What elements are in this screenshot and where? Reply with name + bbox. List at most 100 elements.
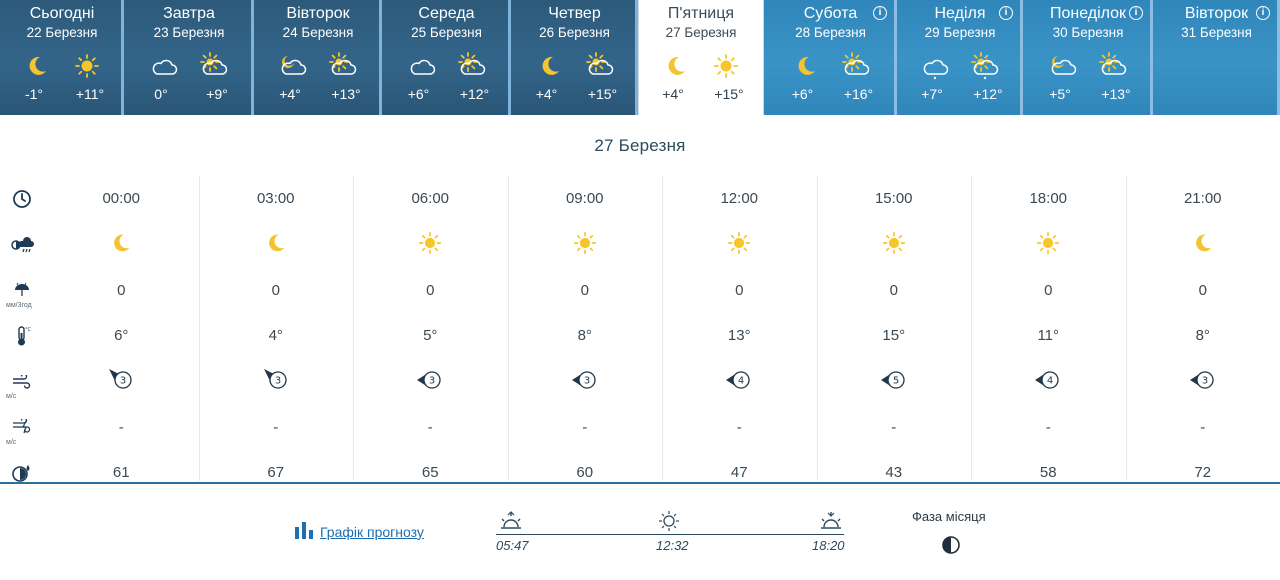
- hour-wind-cell: 3: [44, 359, 199, 405]
- day-tab-1[interactable]: Завтра 23 Березня 0° +9°: [124, 0, 254, 115]
- moon-icon: [23, 52, 51, 80]
- partly-cloudy-icon: [200, 52, 228, 80]
- day-tab-9[interactable]: Вівторок 31 Березня i: [1153, 0, 1280, 115]
- partly-cloudy-icon: [1099, 52, 1127, 80]
- svg-text:°C: °C: [25, 327, 31, 333]
- day-tab-5[interactable]: П'ятниця 27 Березня +4° +15°: [638, 0, 764, 115]
- min-temp: +4°: [535, 86, 558, 102]
- hour-temp-cell: 8°: [1195, 327, 1210, 345]
- day-tab-2[interactable]: Вівторок 24 Березня +4° +13°: [254, 0, 382, 115]
- hour-precip-cell: 0: [1198, 281, 1207, 299]
- hour-wind-cell: 5: [817, 359, 972, 405]
- hour-gust-cell: -: [273, 418, 279, 436]
- half-moon-icon: [941, 535, 961, 560]
- moon-icon: [536, 52, 564, 80]
- humidity-icon: [0, 450, 44, 496]
- hour-weather-cell: [508, 222, 663, 268]
- day-tab-0[interactable]: Сьогодні 22 Березня -1° +11°: [0, 0, 124, 115]
- min-temp: +6°: [791, 86, 814, 102]
- min-temp: +6°: [407, 86, 430, 102]
- hour-weather-cell: [353, 222, 508, 268]
- hour-gust-cell: -: [118, 418, 124, 436]
- precipitation-row: мм/3год 0 0 0 0 0 0 0 0: [0, 267, 1280, 313]
- hour-gust-cell: -: [1200, 418, 1206, 436]
- hour-precip-cell: 0: [271, 281, 280, 299]
- wind-direction-icon: 3: [416, 367, 444, 397]
- info-icon[interactable]: i: [873, 6, 887, 20]
- sun-icon: [881, 230, 907, 260]
- selected-day-title: 27 Березня: [594, 136, 686, 155]
- hour-humidity-cell: 60: [576, 464, 594, 482]
- hour-precip-cell: 0: [735, 281, 744, 299]
- partly-cloudy-night-icon: [1049, 52, 1077, 80]
- moon-icon: [263, 230, 289, 260]
- hour-gust-cell: -: [1045, 418, 1051, 436]
- hour-time-cell: 03:00: [256, 190, 295, 208]
- max-temp: +9°: [206, 86, 228, 102]
- hourly-forecast-table: 00:00 03:00 06:00 09:00 12:00 15:00 18:00 21:00…: [0, 176, 1280, 496]
- day-tab-date: 31 Березня: [1181, 25, 1252, 40]
- day-tab-7[interactable]: Неділя 29 Березня +7° +12° i: [897, 0, 1023, 115]
- hour-wind-cell: 3: [353, 359, 508, 405]
- min-temp: +7°: [921, 86, 943, 102]
- weather-row: [0, 222, 1280, 268]
- svg-text:4: 4: [738, 375, 744, 386]
- partly-cloudy-icon: [329, 52, 357, 80]
- hour-gust-cell: -: [736, 418, 742, 436]
- day-tab-8[interactable]: Понеділок 30 Березня +5° +13° i: [1023, 0, 1153, 115]
- column-divider: [971, 176, 972, 481]
- day-tab-date: 28 Березня: [795, 25, 866, 40]
- day-tab-4[interactable]: Четвер 26 Березня +4° +15°: [511, 0, 638, 115]
- daylight-line: [496, 534, 844, 535]
- hour-precip-cell: 0: [580, 281, 589, 299]
- hour-humidity-cell: 58: [1039, 464, 1057, 482]
- hour-humidity-cell: 47: [730, 464, 748, 482]
- hour-gust-cell: -: [582, 418, 588, 436]
- day-tab-name: Завтра: [163, 5, 215, 22]
- row-unit: мм/3год: [6, 302, 32, 310]
- hour-time-cell: 12:00: [720, 190, 759, 208]
- max-temp: +13°: [331, 86, 361, 102]
- hour-humidity-cell: 61: [112, 464, 130, 482]
- max-temp: +15°: [714, 86, 744, 102]
- max-temp: +16°: [843, 86, 874, 102]
- clock-icon: [0, 176, 44, 222]
- info-icon[interactable]: i: [999, 6, 1013, 20]
- forecast-graph-label: Графік прогнозу: [320, 523, 424, 540]
- hour-weather-cell: [199, 222, 354, 268]
- wind-direction-icon: 3: [262, 367, 290, 397]
- hour-time-cell: 00:00: [102, 190, 141, 208]
- day-tab-3[interactable]: Середа 25 Березня +6° +12°: [382, 0, 511, 115]
- hour-temp-cell: 5°: [423, 327, 438, 345]
- hour-time-cell: 15:00: [874, 190, 913, 208]
- row-unit: м/с: [6, 439, 17, 447]
- hour-wind-cell: 3: [1126, 359, 1280, 405]
- hour-humidity-cell: 67: [267, 464, 285, 482]
- hour-precip-cell: 0: [426, 281, 435, 299]
- cloud-icon: [408, 52, 436, 80]
- hour-humidity-cell: 43: [885, 464, 903, 482]
- bar-chart-icon: [294, 521, 314, 542]
- day-tab-name: П'ятниця: [667, 5, 735, 22]
- hour-precip-cell: 0: [117, 281, 126, 299]
- hour-weather-cell: [1126, 222, 1280, 268]
- info-icon[interactable]: i: [1256, 6, 1270, 20]
- forecast-graph-link[interactable]: Графік прогнозу: [294, 521, 424, 542]
- gust-row: м/с - - - - - - - -: [0, 404, 1280, 450]
- sun-icon: [572, 230, 598, 260]
- day-tab-6[interactable]: Субота 28 Березня +6° +16° i: [764, 0, 897, 115]
- column-divider: [198, 176, 200, 481]
- row-unit: м/с: [6, 393, 17, 401]
- day-tab-name: Вівторок: [286, 5, 350, 22]
- max-temp: +11°: [75, 86, 105, 102]
- sun-icon: [73, 52, 101, 80]
- hour-gust-cell: -: [427, 418, 433, 436]
- info-icon[interactable]: i: [1129, 6, 1143, 20]
- thermometer-icon: °C: [0, 313, 44, 359]
- svg-text:3: 3: [429, 375, 435, 386]
- day-tab-date: 27 Березня: [665, 25, 737, 40]
- hour-precip-cell: 0: [889, 281, 898, 299]
- hour-time-cell: 06:00: [411, 190, 450, 208]
- moon-icon: [108, 230, 134, 260]
- svg-text:3: 3: [584, 375, 590, 386]
